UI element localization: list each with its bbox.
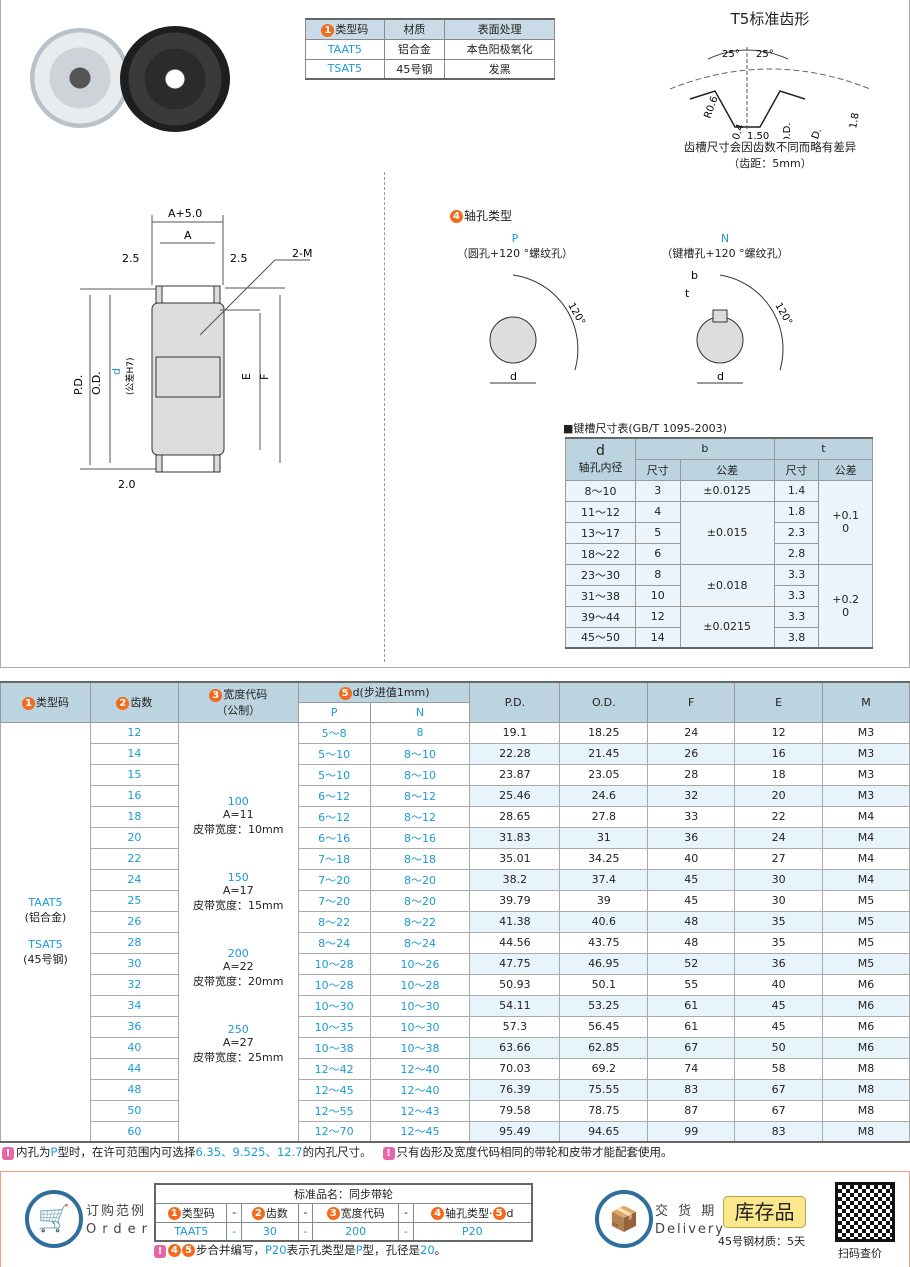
table-row: 22 7～18 8～18 35.01 34.25 40 27 M4 — [1, 847, 910, 870]
keyway-row: 11～12 4 ±0.015 1.8 — [565, 500, 873, 565]
type-cell: TAAT5 (铝合金) TSAT5 (45号钢) — [0, 721, 91, 1143]
table-row: 26 8～22 8～22 41.38 40.6 48 35 M5 — [1, 910, 910, 933]
keyway-row: 18～22 6 2.8 — [565, 542, 873, 565]
svg-text:P.D.: P.D. — [807, 127, 824, 139]
delivery-box-icon: 📦 — [595, 1190, 653, 1248]
svg-text:2.0: 2.0 — [118, 478, 136, 491]
order-example-table: 标准品名：同步带轮 1 类型码 -2 齿数 -3 宽度代码 -4 轴孔类型· 5 d TAAT5-… — [154, 1183, 533, 1242]
delivery-label: 交 货 期 Delivery — [655, 1204, 725, 1237]
table-row: TAAT5 (铝合金) TSAT5 (45号钢) 12 100 A=11 皮带宽度：10mm 1… — [0, 721, 910, 1143]
table-row: 25 7～20 8～20 39.79 39 45 30 M5 — [1, 889, 910, 912]
svg-text:R0.4: R0.4 — [728, 123, 746, 139]
bore-type-title: 4 轴孔类型 — [450, 207, 512, 224]
table-row: 36 10～35 10～30 57.3 56.45 61 45 M6 — [1, 1015, 910, 1038]
pulley-section-drawing: A+5.0 A 2.5 2.5 2-M P.D. O.D. d (公差H7) E… — [72, 207, 312, 491]
table-row: 30 10～28 10～26 47.75 46.95 52 36 M5 — [1, 952, 910, 975]
table-row: 28 8～24 8～24 44.56 43.75 48 35 M5 — [1, 931, 910, 954]
tooth-profile: T5标准齿形 25° 25° R0.6 R0.4 1.50 O.D. P.D. … — [660, 8, 880, 178]
keyway-row: 13～17 5 2.3 — [565, 521, 873, 544]
order-label: 订购范例 Order — [86, 1204, 153, 1237]
table-row: 16 6～12 8～12 25.46 24.6 32 20 M3 — [1, 784, 910, 807]
svg-text:E: E — [240, 373, 253, 380]
svg-text:d: d — [717, 370, 724, 383]
svg-text:b: b — [691, 269, 698, 282]
product-photo-aluminum — [30, 28, 130, 128]
keyway-row: 39～44 12 ±0.0215 3.3 — [565, 605, 873, 649]
warning-icon: ! — [2, 1147, 14, 1160]
svg-text:1.8: 1.8 — [848, 112, 862, 130]
svg-text:1.50: 1.50 — [747, 131, 769, 139]
svg-text:P.D.: P.D. — [72, 375, 85, 395]
keyway-row: 31～38 10 3.3 — [565, 584, 873, 607]
cart-icon: 🛒 — [25, 1190, 83, 1248]
table-row: 40 10～38 10～38 63.66 62.85 67 50 M6 — [1, 1036, 910, 1059]
svg-text:25°: 25° — [722, 49, 740, 60]
table-row: 14 5～10 8～10 22.28 21.45 26 16 M3 — [1, 742, 910, 765]
table-row: 60 12～70 12～45 95.49 94.65 99 83 M8 — [1, 1120, 910, 1143]
keyway-table: d 轴孔内径 b t 尺寸 公差 尺寸 公差 8～10 3 ±0.0125 1.4 +0.1 0 11… — [565, 437, 874, 649]
material-table: 1 类型码 材质 表面处理 TAAT5 铝合金 本色阳极氧化 TSAT5 45号钢 发黑 — [305, 18, 555, 80]
svg-text:F: F — [258, 374, 271, 380]
table-row: 34 10～30 10～30 54.11 53.25 61 45 M6 — [1, 994, 910, 1017]
spec-table: 1 类型码 2 齿数 3 宽度代码 （公制） 5 d(步进值1mm) P.D. O.D. F E… — [0, 681, 910, 1143]
svg-text:d: d — [110, 368, 123, 375]
bore-type-n: N （键槽孔+120 °螺纹孔） — [661, 232, 789, 260]
keyway-row: 45～50 14 3.8 — [565, 626, 873, 649]
tooth-profile-title: T5标准齿形 — [730, 10, 810, 28]
svg-text:d: d — [510, 370, 517, 383]
notes: ! 内孔为P型时，在许可范围内可选择6.35、9.525、12.7的内孔尺寸。 !… — [2, 1144, 673, 1160]
keyway-table-title: ■键槽尺寸表(GB/T 1095-2003) — [563, 422, 727, 435]
table-row: 32 10～28 10～28 50.93 50.1 55 40 M6 — [1, 973, 910, 996]
warning-icon: ! — [382, 1147, 395, 1160]
table-row: 18 6～12 8～12 28.65 27.8 33 22 M4 — [1, 805, 910, 828]
keyway-row: 23～30 8 ±0.018 3.3 +0.2 0 — [565, 563, 873, 649]
svg-text:A+5.0: A+5.0 — [168, 207, 202, 220]
product-photo-steel — [120, 26, 230, 132]
svg-text:R0.6: R0.6 — [702, 95, 720, 120]
svg-text:O.D.: O.D. — [782, 122, 793, 139]
table-row: 20 6～16 8～16 31.83 31 36 24 M4 — [1, 826, 910, 849]
round-bore-drawing: d 120° — [489, 274, 587, 384]
svg-text:(公差H7): (公差H7) — [124, 357, 136, 395]
svg-text:O.D.: O.D. — [90, 371, 103, 395]
keyway-bore-drawing: d b t 120° — [685, 269, 794, 384]
stock-badge: 库存品 — [723, 1196, 806, 1228]
tooth-profile-drawing: 25° 25° R0.6 R0.4 1.50 O.D. P.D. 1.8 — [669, 47, 871, 139]
svg-text:2-M: 2-M — [292, 247, 312, 260]
table-row: 48 12～45 12～40 76.39 75.55 83 67 M8 — [1, 1078, 910, 1101]
svg-text:25°: 25° — [756, 49, 774, 60]
order-note: ! 4 5 步合并编写，P20表示孔类型是P型，孔径是20。 — [154, 1242, 446, 1258]
divider-line — [384, 172, 385, 662]
table-row: 24 7～20 8～20 38.2 37.4 45 30 M4 — [1, 868, 910, 891]
width-code-cell: 100 A=11 皮带宽度：10mm 150 A=17 皮带宽度：15mm 200 A=22 皮… — [177, 721, 299, 1143]
table-row: 50 12～55 12～43 79.58 78.75 87 67 M8 — [1, 1099, 910, 1122]
svg-text:2.5: 2.5 — [230, 252, 248, 265]
svg-text:A: A — [184, 229, 192, 242]
qr-code[interactable] — [835, 1182, 895, 1242]
svg-text:t: t — [685, 287, 690, 300]
table-row: 15 5～10 8～10 23.87 23.05 28 18 M3 — [1, 763, 910, 786]
svg-text:120°: 120° — [772, 301, 794, 327]
bore-type-p: P （圆孔+120 °螺纹孔） — [456, 232, 574, 260]
keyway-row: 8～10 3 ±0.0125 1.4 +0.1 0 — [565, 479, 873, 565]
svg-text:2.5: 2.5 — [122, 252, 140, 265]
table-row: 44 12～42 12～40 70.03 69.2 74 58 M8 — [1, 1057, 910, 1080]
